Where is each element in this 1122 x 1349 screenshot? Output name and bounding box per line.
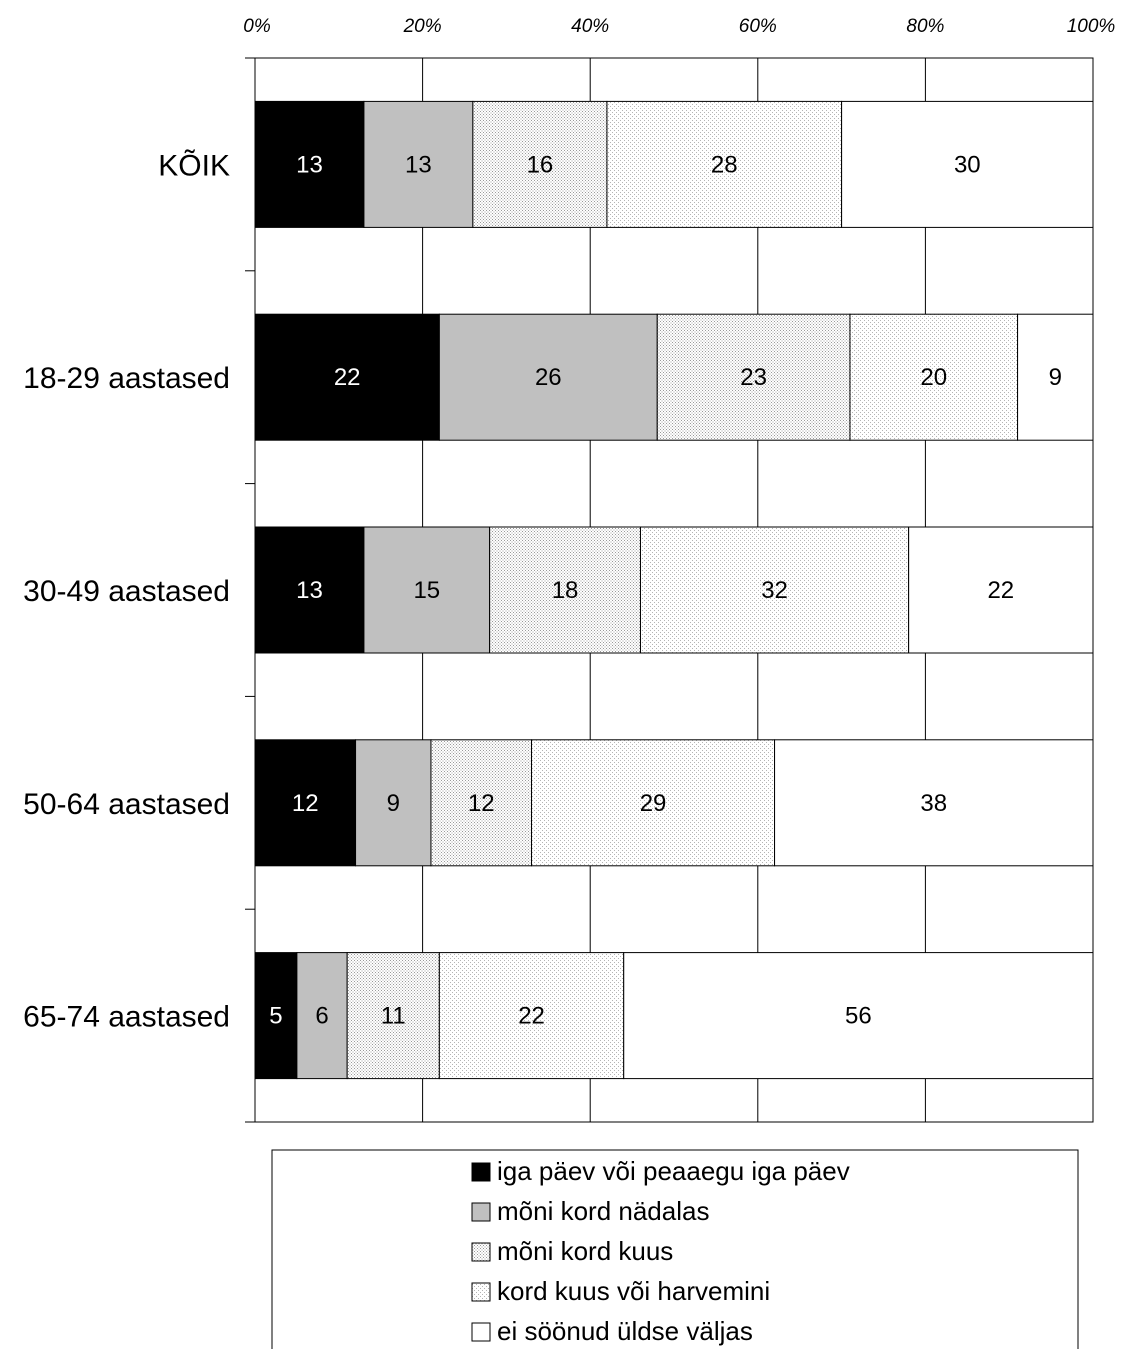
bar-segment [849, 313, 1019, 441]
bar-segment [489, 526, 641, 654]
bar-segment [296, 952, 348, 1080]
legend-label: mõni kord kuus [497, 1236, 673, 1266]
bar-segment [254, 952, 298, 1080]
x-tick-label: 80% [906, 16, 944, 37]
data-label: 32 [761, 577, 788, 604]
legend-label: iga päev või peaaegu iga päev [497, 1156, 850, 1186]
bar-segment [363, 526, 491, 654]
data-label: 29 [640, 790, 667, 817]
legend-label: ei söönud üldse väljas [497, 1316, 753, 1346]
bar-segment [908, 526, 1094, 654]
data-label: 12 [468, 790, 495, 817]
bar-segment [430, 739, 533, 867]
data-label: 26 [535, 364, 562, 391]
bar-segment [254, 100, 365, 228]
category-labels: KÕIK 18-29 aastased 30-49 aastased 50-64 aa… [23, 148, 230, 1033]
bar-segment [472, 100, 608, 228]
data-label: 12 [292, 790, 319, 817]
bar-segment [346, 952, 440, 1080]
legend-swatch [471, 1162, 491, 1182]
data-label: 13 [405, 151, 432, 178]
data-label: 18 [552, 577, 579, 604]
category-label: KÕIK [158, 148, 230, 182]
bar-segment [355, 739, 432, 867]
data-label: 22 [334, 364, 361, 391]
legend-swatch [471, 1202, 491, 1222]
data-label: 23 [740, 364, 767, 391]
bar-segment [623, 952, 1094, 1080]
bar-segment [363, 100, 474, 228]
bar-segment [254, 739, 357, 867]
bar-segment [254, 313, 440, 441]
legend-label: kord kuus või harvemini [497, 1276, 770, 1306]
bar-segment [438, 952, 625, 1080]
bar-segment [656, 313, 851, 441]
bar-segment [1017, 313, 1094, 441]
data-label: 20 [920, 364, 947, 391]
x-tick-label: 60% [739, 16, 777, 37]
bar-segment [606, 100, 843, 228]
data-label: 15 [413, 577, 440, 604]
data-label: 30 [954, 151, 981, 178]
data-label: 28 [711, 151, 738, 178]
category-axis [245, 57, 256, 1123]
x-tick-label: 100% [1067, 16, 1116, 37]
data-label: 56 [845, 1003, 872, 1030]
data-label: 22 [518, 1003, 545, 1030]
data-label: 9 [387, 790, 400, 817]
legend: iga päev või peaaegu iga päev mõni kord n… [271, 1149, 1079, 1349]
data-label: 22 [987, 577, 1014, 604]
legend-label: mõni kord nädalas [497, 1196, 709, 1226]
bar-segment [531, 739, 776, 867]
data-label: 5 [269, 1003, 282, 1030]
x-axis-ticks: 0% 20% 40% 60% 80% 100% [243, 16, 1115, 37]
category-label: 30-49 aastased [23, 575, 230, 608]
bar-segment [639, 526, 910, 654]
data-label: 11 [381, 1003, 406, 1030]
x-tick-label: 0% [243, 16, 271, 37]
legend-swatch [471, 1282, 491, 1302]
data-label: 9 [1049, 364, 1062, 391]
legend-swatch [471, 1242, 491, 1262]
x-tick-label: 20% [403, 16, 442, 37]
bar-segment [774, 739, 1094, 867]
category-label: 18-29 aastased [23, 362, 230, 395]
x-tick-label: 40% [571, 16, 609, 37]
data-label: 16 [527, 151, 554, 178]
legend-box [271, 1149, 1079, 1349]
legend-swatch [471, 1322, 491, 1342]
data-label: 13 [296, 577, 323, 604]
category-label: 50-64 aastased [23, 788, 230, 821]
category-label: 65-74 aastased [23, 1001, 230, 1034]
data-label: 6 [315, 1003, 328, 1030]
data-label: 13 [296, 151, 323, 178]
data-label: 38 [920, 790, 947, 817]
bars [254, 100, 1094, 1080]
bar-segment [841, 100, 1094, 228]
bar-segment [254, 526, 365, 654]
